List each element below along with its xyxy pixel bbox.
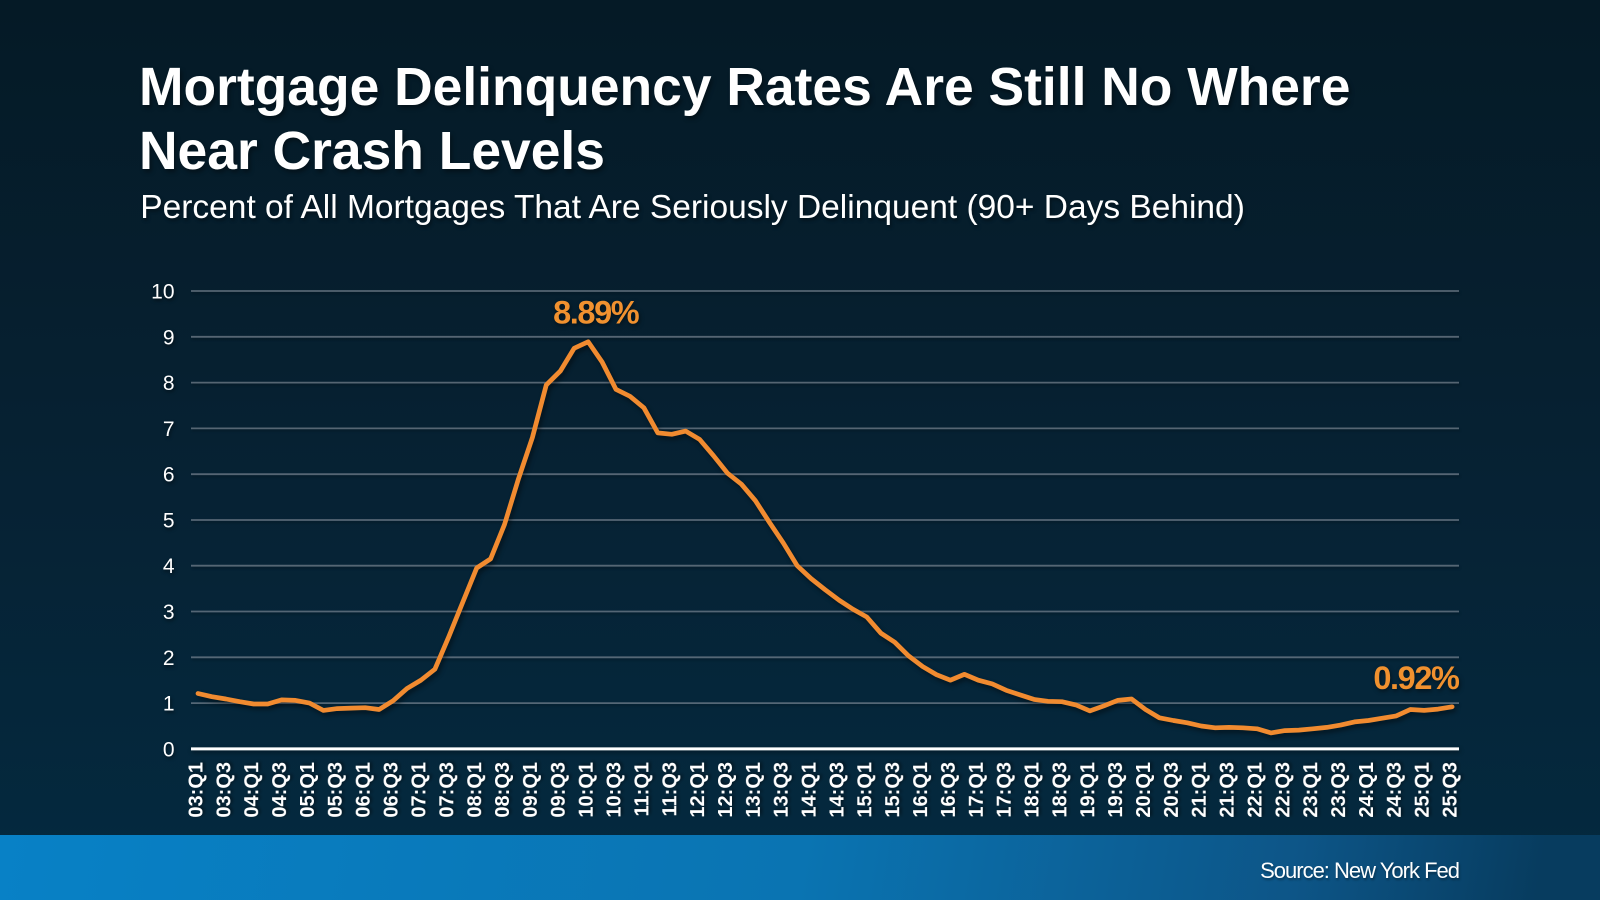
svg-text:1: 1 xyxy=(163,693,175,716)
svg-text:18:Q1: 18:Q1 xyxy=(1022,762,1044,818)
svg-text:12:Q1: 12:Q1 xyxy=(687,762,709,818)
svg-text:25:Q3: 25:Q3 xyxy=(1440,762,1462,818)
svg-text:24:Q3: 24:Q3 xyxy=(1384,762,1406,818)
svg-text:04:Q3: 04:Q3 xyxy=(269,762,291,818)
svg-text:17:Q3: 17:Q3 xyxy=(994,762,1016,818)
svg-text:23:Q3: 23:Q3 xyxy=(1328,762,1350,818)
svg-text:21:Q1: 21:Q1 xyxy=(1189,762,1211,818)
svg-text:19:Q3: 19:Q3 xyxy=(1105,762,1127,818)
svg-text:11:Q3: 11:Q3 xyxy=(659,762,681,816)
svg-text:3: 3 xyxy=(163,601,175,624)
svg-text:08:Q3: 08:Q3 xyxy=(492,762,514,818)
svg-text:9: 9 xyxy=(163,326,175,349)
svg-text:14:Q1: 14:Q1 xyxy=(799,762,821,818)
svg-text:05:Q1: 05:Q1 xyxy=(297,762,319,818)
svg-text:23:Q1: 23:Q1 xyxy=(1300,762,1322,818)
svg-text:10: 10 xyxy=(151,281,174,304)
svg-text:13:Q3: 13:Q3 xyxy=(771,762,793,818)
svg-text:10:Q1: 10:Q1 xyxy=(576,762,598,818)
svg-text:18:Q3: 18:Q3 xyxy=(1049,762,1071,818)
svg-text:09:Q3: 09:Q3 xyxy=(548,762,570,818)
svg-text:6: 6 xyxy=(163,464,175,487)
svg-text:12:Q3: 12:Q3 xyxy=(715,762,737,818)
svg-text:21:Q3: 21:Q3 xyxy=(1217,762,1239,818)
svg-text:05:Q3: 05:Q3 xyxy=(325,762,347,818)
svg-text:0.92%: 0.92% xyxy=(1373,660,1460,696)
svg-text:15:Q3: 15:Q3 xyxy=(882,762,904,818)
svg-text:7: 7 xyxy=(163,418,175,441)
svg-text:08:Q1: 08:Q1 xyxy=(464,762,486,818)
svg-text:09:Q1: 09:Q1 xyxy=(520,762,542,818)
svg-text:24:Q1: 24:Q1 xyxy=(1356,762,1378,818)
svg-text:03:Q1: 03:Q1 xyxy=(186,762,208,818)
svg-text:20:Q1: 20:Q1 xyxy=(1133,762,1155,818)
svg-text:03:Q3: 03:Q3 xyxy=(213,762,235,818)
svg-text:16:Q1: 16:Q1 xyxy=(910,762,932,818)
svg-text:07:Q1: 07:Q1 xyxy=(408,762,430,818)
svg-text:15:Q1: 15:Q1 xyxy=(854,762,876,818)
svg-text:04:Q1: 04:Q1 xyxy=(241,762,263,818)
svg-text:19:Q1: 19:Q1 xyxy=(1077,762,1099,818)
svg-text:8: 8 xyxy=(163,372,175,395)
svg-text:25:Q1: 25:Q1 xyxy=(1412,762,1434,818)
svg-text:07:Q3: 07:Q3 xyxy=(436,762,458,818)
svg-text:13:Q1: 13:Q1 xyxy=(743,762,765,818)
svg-text:10:Q3: 10:Q3 xyxy=(604,762,626,818)
svg-text:16:Q3: 16:Q3 xyxy=(938,762,960,818)
svg-text:22:Q3: 22:Q3 xyxy=(1272,762,1294,818)
svg-text:17:Q1: 17:Q1 xyxy=(966,762,988,818)
svg-text:11:Q1: 11:Q1 xyxy=(631,762,653,816)
svg-text:06:Q1: 06:Q1 xyxy=(353,762,375,818)
svg-text:14:Q3: 14:Q3 xyxy=(827,762,849,818)
svg-text:0: 0 xyxy=(163,738,175,761)
svg-text:4: 4 xyxy=(163,555,175,578)
svg-text:06:Q3: 06:Q3 xyxy=(381,762,403,818)
svg-text:20:Q3: 20:Q3 xyxy=(1161,762,1183,818)
svg-text:8.89%: 8.89% xyxy=(553,294,640,330)
svg-text:22:Q1: 22:Q1 xyxy=(1245,762,1267,818)
svg-text:5: 5 xyxy=(163,510,175,533)
svg-text:2: 2 xyxy=(163,647,175,670)
